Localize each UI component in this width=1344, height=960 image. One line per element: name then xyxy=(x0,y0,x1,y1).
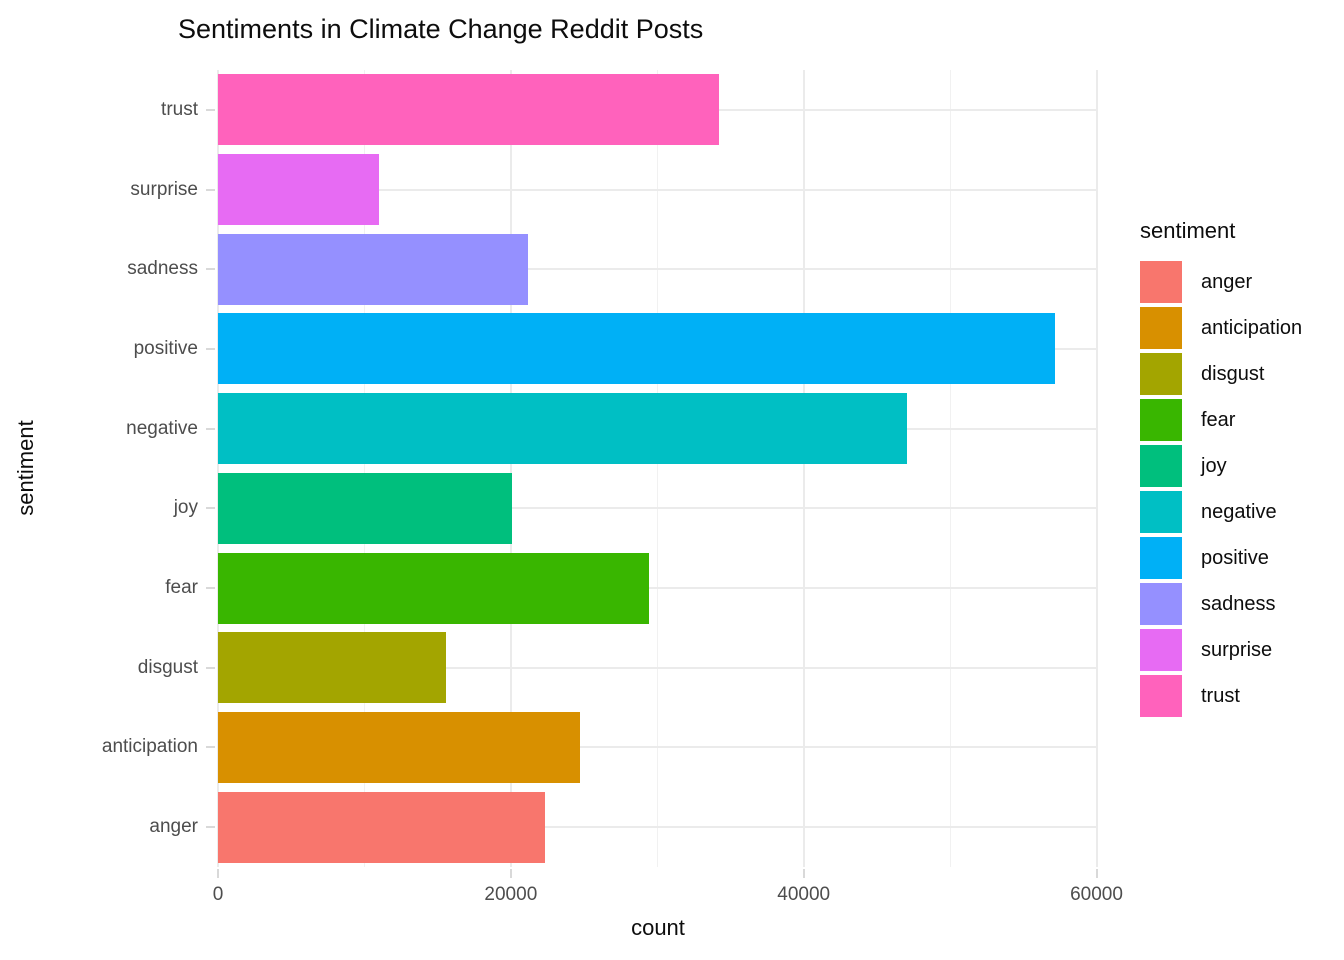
legend-label: sadness xyxy=(1201,592,1276,615)
legend-swatch-fear xyxy=(1140,399,1182,441)
bar-trust xyxy=(218,74,720,146)
bar-anger xyxy=(218,791,546,863)
gridline-major-y xyxy=(218,666,1098,669)
legend-label: positive xyxy=(1201,546,1269,569)
legend-swatch-sadness xyxy=(1140,583,1182,625)
y-tick-mark xyxy=(206,108,215,111)
legend-title: sentiment xyxy=(1140,218,1236,243)
x-tick-label: 60000 xyxy=(1070,884,1123,905)
y-tick-mark xyxy=(206,268,215,271)
bar-fear xyxy=(218,552,650,624)
gridline-major-y xyxy=(218,587,1098,590)
x-tick-mark xyxy=(1095,869,1098,878)
legend-swatch-surprise xyxy=(1140,629,1182,671)
y-tick-mark xyxy=(206,826,215,829)
y-tick-mark xyxy=(206,587,215,590)
legend-swatch-trust xyxy=(1140,675,1182,717)
legend-label: fear xyxy=(1201,408,1236,431)
x-tick-mark xyxy=(509,869,512,878)
bar-joy xyxy=(218,472,512,544)
y-tick-label-surprise: surprise xyxy=(130,178,198,200)
bar-sadness xyxy=(218,233,529,305)
legend-swatch-joy xyxy=(1140,445,1182,487)
x-tick-label: 40000 xyxy=(777,884,831,905)
gridline-major-x xyxy=(217,70,219,867)
legend-item-anticipation: anticipation xyxy=(1140,307,1302,349)
y-tick-label-positive: positive xyxy=(133,337,198,359)
legend-item-disgust: disgust xyxy=(1140,353,1302,395)
x-tick-mark xyxy=(802,869,805,878)
legend-label: surprise xyxy=(1201,638,1273,661)
bar-positive xyxy=(218,313,1055,385)
legend-item-joy: joy xyxy=(1140,445,1302,487)
legend-label: anticipation xyxy=(1201,316,1303,339)
legend-item-negative: negative xyxy=(1140,491,1302,533)
x-tick-mark xyxy=(217,869,219,878)
y-tick-label-anticipation: anticipation xyxy=(101,736,198,758)
legend-swatch-anticipation xyxy=(1140,307,1182,349)
gridline-major-x xyxy=(802,70,805,867)
gridline-major-x xyxy=(1095,70,1098,867)
legend-swatch-disgust xyxy=(1140,353,1182,395)
x-axis-title: count xyxy=(631,915,685,940)
y-tick-label-trust: trust xyxy=(161,98,198,120)
y-tick-mark xyxy=(206,188,215,191)
legend-item-fear: fear xyxy=(1140,399,1302,441)
bar-negative xyxy=(218,393,907,465)
y-tick-label-sadness: sadness xyxy=(127,258,198,280)
legend-item-surprise: surprise xyxy=(1140,629,1302,671)
legend-item-anger: anger xyxy=(1140,261,1302,303)
y-tick-mark xyxy=(206,427,215,430)
y-tick-mark xyxy=(206,746,215,749)
y-tick-label-fear: fear xyxy=(165,577,198,599)
y-tick-label-anger: anger xyxy=(149,816,198,838)
legend-label: joy xyxy=(1201,454,1227,477)
y-tick-mark xyxy=(206,507,215,510)
legend-label: anger xyxy=(1201,270,1253,293)
y-tick-label-joy: joy xyxy=(173,497,198,519)
legend-label: disgust xyxy=(1201,362,1265,385)
legend-label: trust xyxy=(1201,684,1240,707)
legend: sentiment anger anticipation disgust fear jo… xyxy=(1140,218,1302,721)
legend-swatch-negative xyxy=(1140,491,1182,533)
x-tick-label: 0 xyxy=(212,884,224,905)
legend-swatch-anger xyxy=(1140,261,1182,303)
bar-anticipation xyxy=(218,711,581,783)
legend-item-trust: trust xyxy=(1140,675,1302,717)
x-tick-label: 20000 xyxy=(484,884,538,905)
legend-items: anger anticipation disgust fear joy negative p… xyxy=(1140,261,1302,717)
y-tick-label-negative: negative xyxy=(126,417,198,439)
gridline-minor-x xyxy=(363,70,365,867)
legend-item-positive: positive xyxy=(1140,537,1302,579)
gridline-major-y xyxy=(218,188,1098,191)
chart-title: Sentiments in Climate Change Reddit Post… xyxy=(178,14,704,44)
gridline-major-y xyxy=(218,826,1098,829)
gridline-minor-x xyxy=(949,70,951,867)
y-tick-mark xyxy=(206,666,215,669)
legend-label: negative xyxy=(1201,500,1277,523)
gridline-major-x xyxy=(509,70,512,867)
gridline-minor-x xyxy=(656,70,658,867)
y-tick-mark xyxy=(206,347,215,350)
gridline-major-y xyxy=(218,746,1098,749)
legend-swatch-positive xyxy=(1140,537,1182,579)
legend-item-sadness: sadness xyxy=(1140,583,1302,625)
gridline-major-y xyxy=(218,507,1098,510)
bar-disgust xyxy=(218,632,447,704)
gridline-major-y xyxy=(218,268,1098,271)
y-tick-label-disgust: disgust xyxy=(137,656,198,678)
bar-surprise xyxy=(218,154,380,226)
